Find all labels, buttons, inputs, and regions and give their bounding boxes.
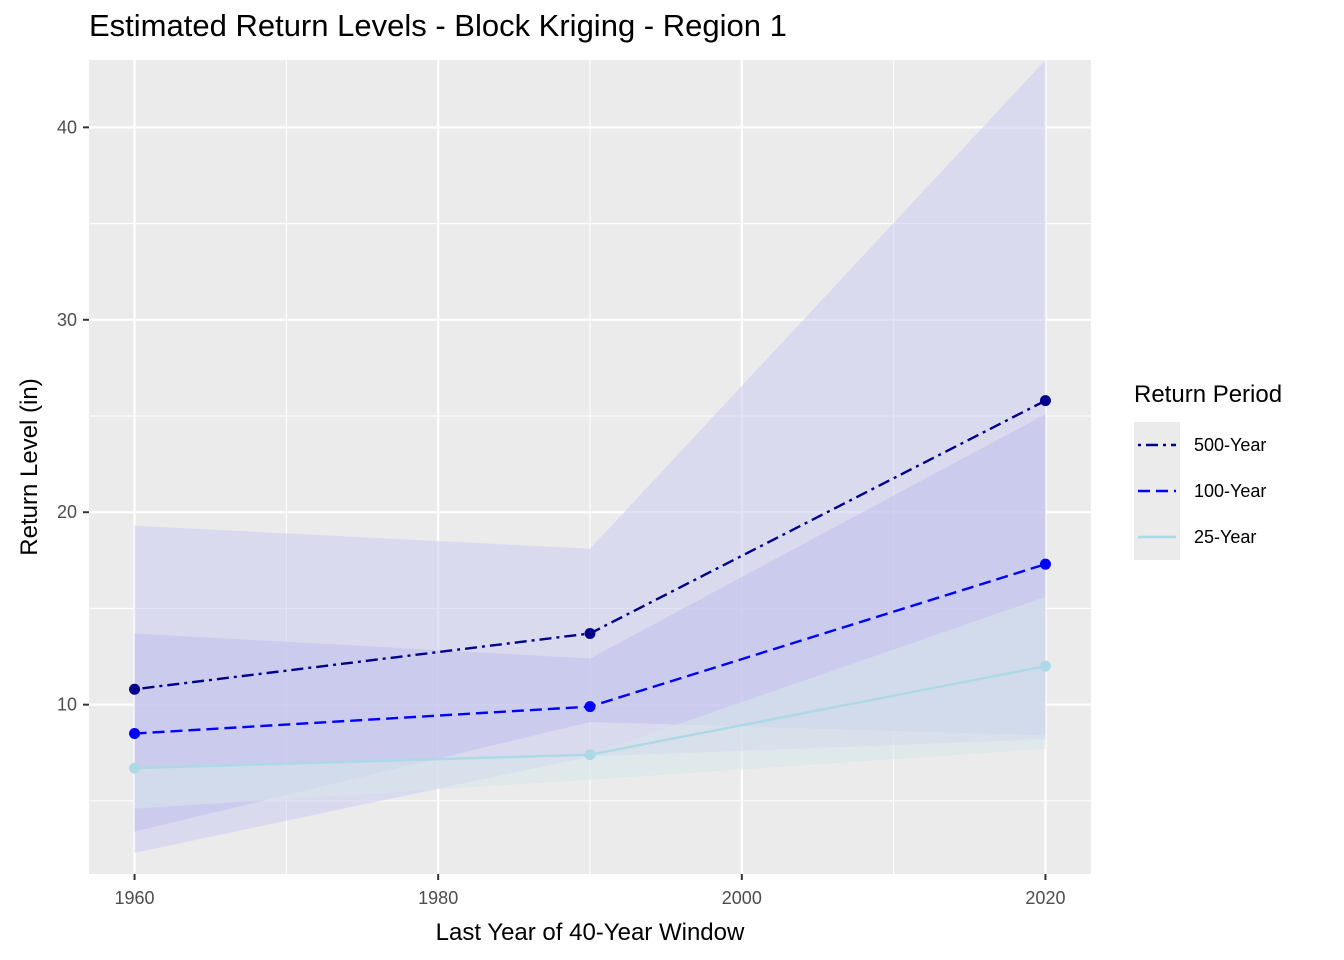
x-tick-label: 1960 bbox=[115, 888, 155, 908]
y-tick-label: 40 bbox=[57, 117, 77, 137]
y-tick-label: 10 bbox=[57, 695, 77, 715]
confidence-ribbons bbox=[134, 60, 1046, 853]
legend-label-500-year: 500-Year bbox=[1194, 435, 1266, 455]
point-25-year bbox=[1039, 660, 1051, 672]
y-tick-label: 20 bbox=[57, 502, 77, 522]
point-25-year bbox=[584, 749, 596, 761]
chart-title: Estimated Return Levels - Block Kriging … bbox=[89, 8, 787, 43]
axes: 1960 1980 2000 2020 10 20 30 40 bbox=[57, 117, 1066, 908]
point-100-year bbox=[1039, 558, 1051, 570]
point-500-year bbox=[584, 627, 596, 639]
point-25-year bbox=[129, 762, 141, 774]
y-tick-label: 30 bbox=[57, 310, 77, 330]
point-500-year bbox=[129, 683, 141, 695]
point-500-year bbox=[1039, 395, 1051, 407]
ribbon-25-year bbox=[134, 596, 1046, 809]
point-100-year bbox=[129, 728, 141, 740]
x-tick-label: 2020 bbox=[1025, 888, 1065, 908]
legend-label-25-year: 25-Year bbox=[1194, 527, 1256, 547]
legend: Return Period 500-Year 100-Year 25-Year bbox=[1134, 381, 1282, 560]
legend-title: Return Period bbox=[1134, 381, 1282, 408]
x-tick-label: 1980 bbox=[418, 888, 458, 908]
point-100-year bbox=[584, 701, 596, 713]
x-axis-title: Last Year of 40-Year Window bbox=[436, 919, 745, 946]
x-tick-label: 2000 bbox=[722, 888, 762, 908]
series-points bbox=[129, 395, 1051, 774]
y-axis-title: Return Level (in) bbox=[16, 378, 43, 555]
legend-label-100-year: 100-Year bbox=[1194, 481, 1266, 501]
